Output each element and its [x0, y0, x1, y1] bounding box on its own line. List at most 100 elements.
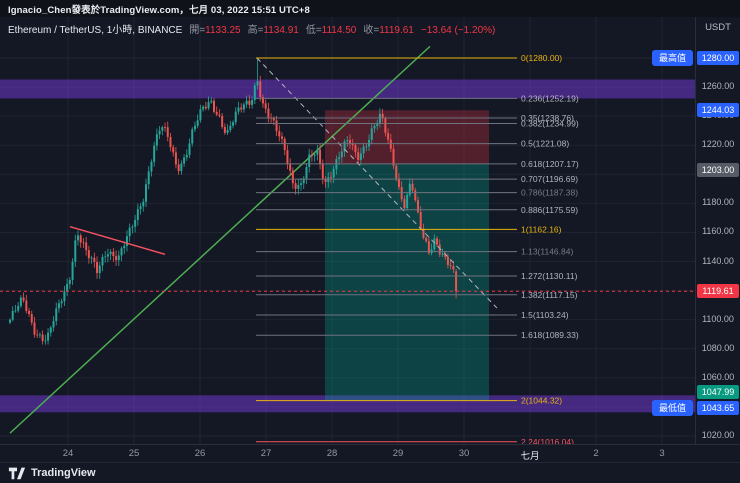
candle-body — [218, 114, 221, 116]
price-badge: 1244.03 — [697, 103, 739, 118]
candle-body — [104, 256, 107, 258]
candle-body — [52, 321, 55, 328]
footer-bar: TradingView — [0, 462, 740, 483]
time-tick: 25 — [128, 448, 140, 459]
price-tick: 1180.00 — [702, 197, 734, 208]
candle-body — [417, 200, 419, 213]
price-tick: 1060.00 — [701, 371, 735, 382]
candle-body — [33, 322, 36, 335]
tradingview-brand[interactable]: TradingView — [31, 467, 96, 479]
price-axis[interactable]: USDT 1280.001260.001240.001220.001200.00… — [695, 17, 740, 444]
candle-body — [215, 111, 218, 115]
candle-body — [313, 154, 316, 156]
candle-body — [248, 100, 251, 105]
candle-body — [136, 209, 139, 221]
candle-body — [60, 301, 63, 304]
candle-body — [411, 183, 414, 191]
candle-body — [354, 145, 357, 153]
legend-ohlc: 開=1133.25 高=1134.91 低=1114.50 收=1119.61 — [182, 25, 414, 36]
candle-body — [452, 266, 455, 270]
ohlc-label: 低= — [305, 25, 322, 36]
candle-body — [403, 199, 406, 209]
time-tick: 24 — [62, 448, 74, 459]
candlestick-chart[interactable]: 0(1280.00) 0.236(1252.19) 0.35(1238.76)0.3… — [0, 17, 695, 444]
candle-body — [365, 146, 368, 148]
candle-body — [221, 115, 224, 127]
time-tick: 30 — [458, 448, 470, 459]
candle-body — [264, 103, 267, 109]
candle-body — [74, 240, 77, 262]
candle-body — [278, 131, 281, 137]
candle-body — [370, 128, 373, 140]
candle-body — [346, 140, 349, 142]
candle-body — [332, 168, 335, 178]
candle-body — [66, 283, 69, 292]
chart-legend: Ethereum / TetherUS, 1小時, BINANCE 開=1133.… — [8, 21, 495, 36]
candle-body — [123, 245, 126, 249]
candle-body — [427, 241, 430, 254]
candle-body — [166, 127, 169, 137]
descending-dashed-trendline — [256, 57, 498, 309]
candle-body — [444, 254, 447, 257]
ohlc-label: 開= — [189, 25, 206, 36]
candle-body — [106, 254, 109, 257]
candle-body — [183, 157, 186, 164]
candle-body — [378, 113, 381, 124]
candle-body — [438, 244, 441, 255]
price-tick: 1260.00 — [701, 81, 735, 92]
fib-level-label: 0.5(1221.08) — [521, 139, 569, 149]
time-axis[interactable]: 24 25 26 27 28 29 30 七月 2 3 — [0, 444, 740, 462]
price-badge: 1203.00 — [697, 162, 739, 177]
candle-body — [185, 154, 188, 158]
ohlc-label: 高= — [247, 25, 264, 36]
candle-body — [9, 319, 11, 323]
axis-unit-label: USDT — [705, 22, 731, 33]
candle-body — [30, 313, 33, 323]
candle-body — [49, 327, 52, 333]
candle-body — [373, 125, 376, 129]
candle-body — [68, 279, 71, 284]
symbol-title[interactable]: Ethereum / TetherUS, 1小時, BINANCE — [8, 25, 183, 36]
candle-body — [406, 194, 409, 209]
candle-body — [389, 139, 392, 149]
candle-body — [96, 262, 99, 274]
candle-body — [283, 138, 286, 151]
candle-body — [82, 242, 85, 244]
candle-body — [77, 235, 79, 241]
candle-body — [253, 85, 256, 101]
lower-demand-zone — [0, 395, 695, 413]
candle-body — [28, 310, 31, 314]
candle-body — [422, 228, 425, 238]
price-badge: 1280.00 — [697, 51, 739, 65]
candle-body — [14, 310, 17, 312]
time-tick: 27 — [260, 448, 272, 459]
candle-body — [93, 257, 96, 263]
candle-body — [79, 235, 82, 243]
candle-body — [210, 100, 213, 103]
candle-body — [120, 248, 123, 256]
candle-body — [425, 237, 428, 242]
fib-level-label: 0.35(1238.76) — [521, 113, 574, 123]
candle-body — [226, 129, 229, 133]
candle-body — [223, 126, 226, 133]
tradingview-logo-icon[interactable] — [8, 466, 26, 480]
time-tick: 26 — [194, 448, 206, 459]
candle-body — [289, 163, 292, 171]
candle-body — [112, 251, 115, 257]
candle-body — [134, 220, 137, 227]
candle-body — [25, 300, 28, 311]
candle-body — [419, 212, 422, 229]
candle-body — [349, 140, 351, 144]
candle-body — [351, 143, 354, 146]
price-tick: 1220.00 — [701, 139, 735, 150]
candle-body — [321, 163, 324, 179]
ohlc-value: 1134.91 — [263, 25, 299, 36]
candle-body — [101, 256, 104, 266]
candle-body — [109, 251, 112, 255]
time-tick: 3 — [659, 448, 665, 459]
candle-body — [38, 334, 41, 336]
fib-level-label: 1(1162.16) — [521, 224, 562, 234]
candle-body — [47, 332, 50, 341]
time-tick: 七月 — [520, 451, 540, 462]
fib-level-label: 0.382(1234.99) — [521, 118, 579, 128]
